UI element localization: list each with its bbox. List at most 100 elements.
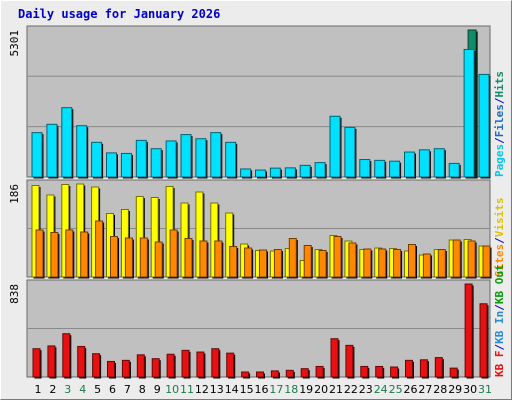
sites-bar [139, 237, 148, 278]
pages-bar [418, 149, 430, 178]
x-tick-label: 5 [94, 383, 101, 396]
kbf-bar [270, 370, 279, 378]
kbf-bar [285, 369, 294, 378]
pages-bar [210, 132, 222, 178]
sites-bar [50, 232, 59, 278]
pages-bar [359, 159, 371, 178]
pages-bar [329, 115, 341, 178]
x-tick-label: 6 [109, 383, 116, 396]
legend-entry: Visits [493, 198, 506, 238]
kbf-bar [241, 371, 250, 378]
legend-entry: / [493, 304, 506, 311]
kbf-bar [107, 360, 115, 378]
legend-entry: / [493, 137, 506, 144]
y-max-label: 5301 [8, 30, 21, 57]
sites-bar [169, 229, 178, 278]
pages-bar [344, 126, 356, 178]
x-tick-label: 15 [240, 383, 254, 396]
x-tick-label: 3 [64, 383, 71, 396]
sites-bar [259, 249, 267, 278]
chart-title: Daily usage for January 2026 [18, 7, 221, 21]
pages-bar [120, 152, 132, 178]
sites-bar [318, 250, 327, 278]
x-tick-label: 25 [389, 383, 403, 396]
kbf-bar [300, 368, 309, 378]
x-tick-label: 9 [154, 383, 161, 396]
kbf-bar [166, 353, 175, 378]
x-tick-label: 12 [195, 383, 209, 396]
sites-bar [110, 236, 118, 278]
legend-entry: KB F [493, 351, 506, 378]
legend-entry: KB In [493, 311, 506, 344]
pages-bar [31, 132, 43, 178]
kbf-bar [345, 344, 354, 378]
legend-entry: KB Out [493, 264, 506, 304]
kbf-bar [121, 359, 130, 378]
sites-bar [124, 237, 133, 278]
x-tick-label: 30 [463, 383, 477, 396]
sites-bar [288, 238, 297, 278]
legend-entry: / [493, 344, 506, 351]
kbf-bar [464, 283, 473, 378]
kbf-bar [32, 348, 41, 378]
x-tick-label: 21 [329, 383, 343, 396]
pages-bar [195, 138, 207, 178]
pages-bar [180, 134, 192, 178]
sites-bar [378, 248, 387, 278]
kbf-bar [62, 333, 71, 378]
series-legend: KB F/KB In/KB Out [493, 264, 506, 377]
pages-bar [165, 140, 177, 178]
kbf-bar [47, 345, 56, 378]
series-legend: Pages/Files/Hits [493, 71, 506, 177]
x-tick-label: 28 [433, 383, 447, 396]
x-tick-label: 7 [124, 383, 131, 396]
kbf-bar [181, 349, 190, 378]
x-tick-label: 4 [79, 383, 86, 396]
series-legend: Sites/Visits [493, 198, 506, 278]
sites-bar [467, 240, 476, 278]
pages-bar [404, 151, 415, 178]
pages-bar [314, 162, 326, 178]
legend-entry: Pages [493, 144, 506, 177]
pages-bar [240, 168, 252, 178]
x-tick-label: 22 [344, 383, 358, 396]
sites-bar [229, 246, 238, 278]
x-tick-label: 11 [180, 383, 194, 396]
sites-bar [80, 231, 89, 278]
pages-bar [91, 141, 103, 178]
x-tick-label: 1 [35, 383, 42, 396]
x-tick-label: 27 [418, 383, 432, 396]
kbf-bar [390, 366, 399, 378]
kbf-bar [151, 358, 160, 378]
kbf-bar [136, 354, 145, 378]
y-max-label: 186 [8, 184, 21, 204]
sites-bar [244, 247, 253, 278]
x-tick-label: 26 [404, 383, 418, 396]
pages-bar [299, 164, 311, 178]
sites-bar [199, 240, 208, 278]
kbf-bar [479, 303, 488, 378]
sites-bar [408, 244, 416, 278]
kbf-bar [449, 367, 458, 378]
kbf-bar [405, 359, 413, 378]
kbf-bar [375, 365, 384, 378]
y-max-label: 838 [8, 284, 21, 304]
x-tick-label: 31 [478, 383, 492, 396]
pages-bar [478, 73, 490, 178]
kbf-bar [256, 371, 264, 378]
sites-bar [482, 245, 491, 278]
sites-bar [303, 245, 312, 278]
pages-bar [433, 148, 445, 178]
sites-bar [348, 242, 357, 278]
pages-bar [269, 167, 281, 178]
sites-bar [214, 240, 223, 278]
kbf-bar [419, 359, 428, 378]
pages-bar [374, 159, 386, 178]
legend-entry: / [493, 237, 506, 244]
sites-bar [35, 229, 44, 278]
sites-bar [154, 241, 163, 278]
x-tick-label: 20 [314, 383, 328, 396]
legend-entry: Sites [493, 244, 506, 277]
x-tick-label: 24 [374, 383, 388, 396]
